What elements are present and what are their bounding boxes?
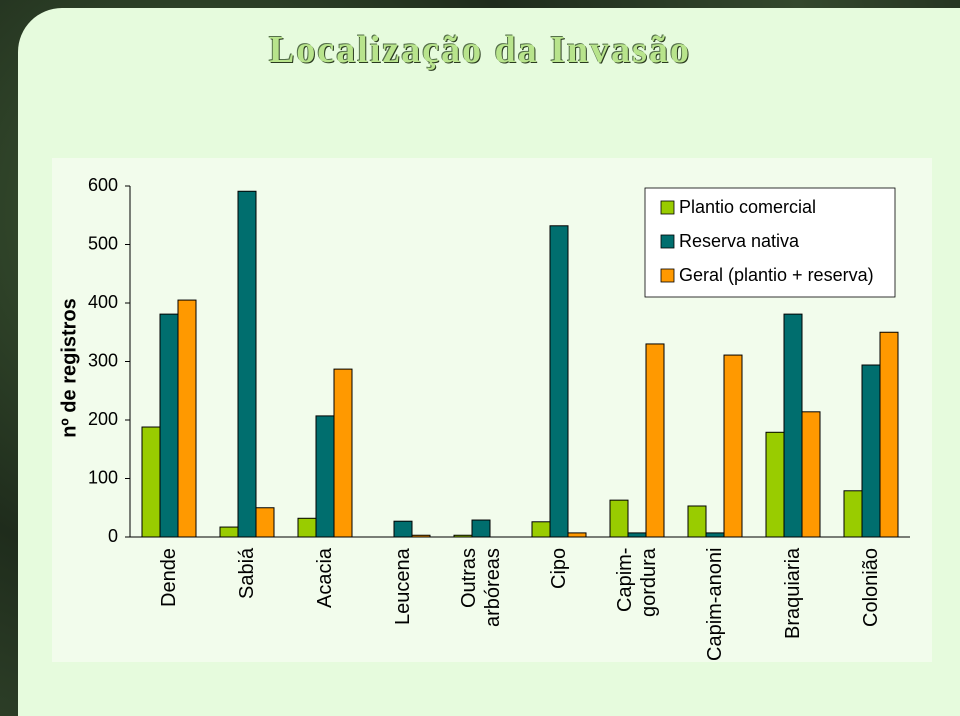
x-tick-label: Sabiá — [236, 548, 258, 600]
bar — [723, 354, 743, 538]
bar — [453, 534, 473, 538]
bar — [411, 534, 431, 538]
x-tick-label: Acacia — [314, 548, 336, 609]
y-axis-label: nº de registros — [58, 298, 80, 438]
y-tick-label: 600 — [88, 175, 118, 195]
bar — [783, 313, 803, 538]
y-tick-label: 400 — [88, 292, 118, 312]
y-tick-label: 0 — [108, 526, 118, 546]
bar — [393, 520, 413, 538]
x-tick-label: Braquiaria — [782, 548, 804, 640]
bar — [177, 299, 197, 538]
x-tick-label: Capim-gordura — [614, 548, 660, 617]
x-tick-label: Leucena — [392, 548, 414, 625]
x-tick-label: Colonião — [860, 548, 882, 627]
legend-label: Geral (plantio + reserva) — [679, 265, 874, 285]
bar — [765, 431, 785, 538]
bar — [549, 225, 569, 538]
legend-swatch — [660, 268, 675, 283]
bar — [567, 532, 587, 538]
legend-swatch — [660, 200, 675, 215]
y-tick-label: 100 — [88, 467, 118, 487]
bar — [801, 411, 821, 538]
bar — [471, 519, 491, 538]
bar — [861, 364, 881, 538]
x-tick-label: Capim-anoni — [704, 548, 726, 662]
bar — [879, 331, 899, 538]
bar — [531, 521, 551, 538]
legend-label: Reserva nativa — [679, 231, 800, 251]
legend-box — [644, 187, 896, 298]
bar — [687, 505, 707, 538]
bar — [219, 526, 239, 538]
bar — [159, 313, 179, 538]
x-tick-label: Dende — [158, 548, 180, 607]
bar — [645, 343, 665, 538]
bar — [255, 507, 275, 538]
x-tick-label: Cipo — [548, 548, 570, 590]
bar — [705, 532, 725, 538]
bar — [237, 190, 257, 538]
bar — [333, 368, 353, 538]
bar — [627, 532, 647, 538]
bar — [141, 426, 161, 538]
x-tick-label: Outras arbóreas — [458, 548, 504, 627]
y-tick-label: 300 — [88, 350, 118, 370]
y-tick-label: 500 — [88, 233, 118, 253]
bar — [315, 415, 335, 538]
bar — [609, 499, 629, 538]
legend-swatch — [660, 234, 675, 249]
chart-title: Localização da Invasão — [269, 29, 691, 71]
bar — [843, 490, 863, 538]
y-tick-label: 200 — [88, 409, 118, 429]
legend-label: Plantio comercial — [679, 197, 816, 217]
bar — [297, 517, 317, 538]
